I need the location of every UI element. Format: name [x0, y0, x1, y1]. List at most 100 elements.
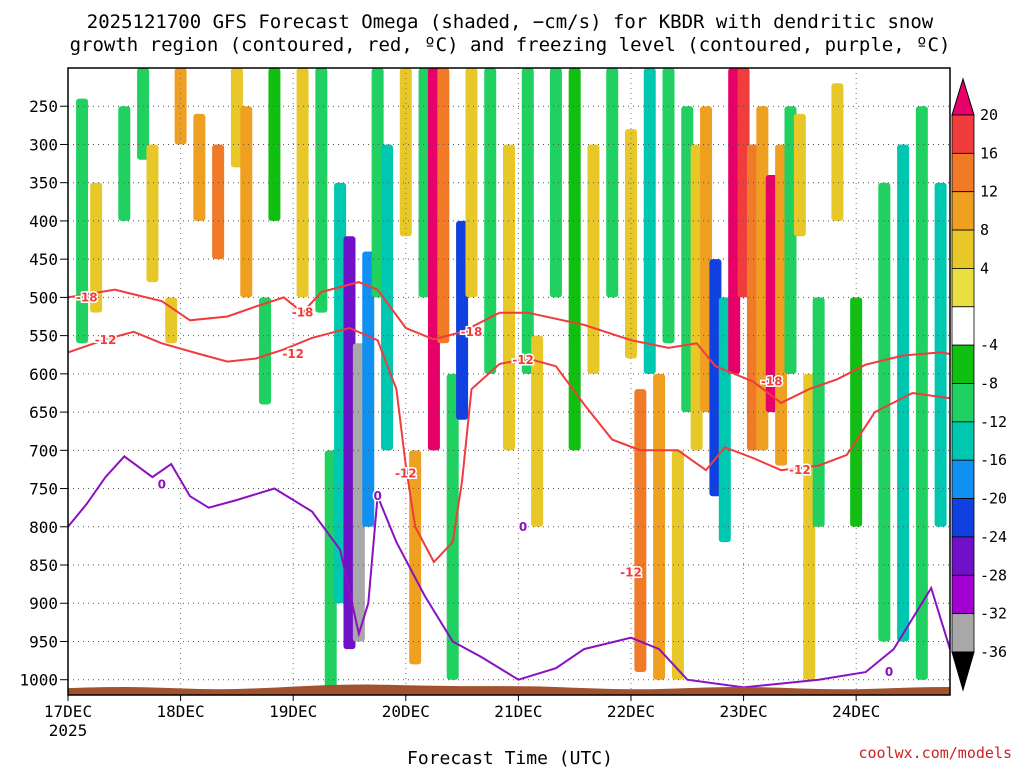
omega-cell — [934, 182, 947, 527]
omega-cell — [296, 68, 309, 298]
contour-label: -12 — [95, 333, 117, 347]
omega-cell — [212, 144, 225, 260]
y-tick-label: 600 — [29, 365, 58, 384]
omega-cell — [915, 106, 928, 680]
omega-cell — [371, 68, 384, 298]
omega-cell — [756, 106, 769, 451]
y-tick-label: 850 — [29, 556, 58, 575]
omega-cell — [446, 373, 459, 680]
y-tick-label: 900 — [29, 594, 58, 613]
omega-cell — [803, 373, 816, 680]
omega-cell — [240, 106, 253, 298]
omega-cell — [259, 297, 272, 405]
omega-cell — [662, 68, 675, 344]
contour-line — [67, 455, 951, 689]
x-tick-label: 23DEC — [719, 702, 767, 721]
colorbar-label: 4 — [980, 259, 989, 277]
omega-cell — [352, 343, 365, 642]
credit-text: coolwx.com/models — [858, 744, 1012, 762]
omega-cell — [831, 83, 844, 221]
colorbar-swatch — [951, 459, 975, 499]
contour-label: -12 — [789, 463, 811, 477]
omega-cell — [531, 335, 544, 527]
chart-title-line2: growth region (contoured, red, ºC) and f… — [70, 34, 951, 56]
omega-cell — [465, 68, 478, 298]
colorbar-label: -28 — [980, 566, 1007, 584]
omega-cell — [193, 113, 206, 221]
omega-cell — [521, 68, 534, 374]
omega-cell — [878, 182, 891, 642]
y-axis-ticks: 250 300 350 400 450 500 550 600 650 700 750 800 850 9… — [19, 97, 68, 690]
omega-cell — [643, 68, 656, 374]
contour-label: -18 — [76, 290, 98, 304]
contour-label: -18 — [761, 375, 783, 389]
x-axis-label: Forecast Time (UTC) — [407, 748, 613, 768]
colorbar-swatch — [951, 383, 975, 423]
omega-cell — [118, 106, 131, 221]
colorbar-label: -36 — [980, 643, 1007, 661]
omega-cell — [90, 182, 103, 313]
contour-label: -12 — [395, 466, 417, 480]
omega-cell — [634, 389, 647, 673]
omega-cell — [315, 68, 328, 313]
omega-cell — [728, 68, 741, 374]
colorbar-swatch — [951, 536, 975, 576]
y-tick-label: 800 — [29, 518, 58, 537]
x-tick-label: 17DEC — [44, 702, 92, 721]
omega-cell — [399, 68, 412, 237]
colorbar-label: -12 — [980, 413, 1007, 431]
omega-cell — [146, 144, 159, 283]
colorbar-label: 20 — [980, 106, 998, 124]
colorbar-top-arrow — [951, 77, 975, 116]
contour-label: -12 — [620, 566, 642, 580]
omega-cell — [343, 236, 356, 650]
y-tick-label: 950 — [29, 632, 58, 651]
colorbar-swatch — [951, 268, 975, 308]
omega-cell — [793, 113, 806, 237]
omega-cell — [362, 251, 375, 527]
colorbar-swatch — [951, 344, 975, 384]
omega-cell — [484, 68, 497, 374]
contour-label: -18 — [292, 306, 314, 320]
omega-cell — [784, 106, 797, 374]
terrain-surface — [68, 684, 950, 695]
contour-line — [67, 281, 951, 405]
contour-label: 0 — [885, 665, 893, 679]
x-tick-label: 18DEC — [157, 702, 205, 721]
contour-label: -12 — [512, 353, 534, 367]
omega-cell — [268, 68, 281, 221]
omega-cell — [174, 68, 187, 145]
omega-cell — [718, 297, 731, 543]
y-tick-label: 700 — [29, 441, 58, 460]
omega-cell — [671, 450, 684, 680]
contour-lines: -18 -18 -18 -18 -12 -12 -12 -12 -12 -12 0 0 0 0 — [67, 281, 951, 689]
contour-label: 0 — [158, 478, 166, 492]
colorbar-label: -20 — [980, 490, 1007, 508]
omega-cell — [765, 175, 778, 413]
x-tick-label: 20DEC — [382, 702, 430, 721]
y-tick-label: 750 — [29, 480, 58, 499]
contour-label: 0 — [373, 489, 381, 503]
contour-line — [67, 326, 951, 564]
colorbar-swatch — [951, 613, 975, 653]
colorbar-label: -32 — [980, 605, 1007, 623]
omega-cell — [606, 68, 619, 298]
omega-cell — [137, 68, 150, 160]
y-tick-label: 350 — [29, 174, 58, 193]
y-tick-label: 400 — [29, 212, 58, 231]
x-tick-label: 22DEC — [607, 702, 655, 721]
colorbar: 20 16 12 8 4 -4 -8 -12 -16 -20 -24 -28 -32 -36 — [951, 77, 1007, 692]
omega-cell — [456, 220, 469, 420]
contour-label: 0 — [519, 520, 527, 534]
colorbar-label: 12 — [980, 183, 998, 201]
omega-cell — [681, 106, 694, 413]
contour-label: -18 — [461, 325, 483, 339]
omega-cell — [409, 450, 422, 665]
omega-cell — [775, 144, 788, 466]
omega-cell — [230, 68, 243, 168]
colorbar-swatch — [951, 574, 975, 615]
omega-cell — [850, 297, 863, 527]
x-tick-label: 21DEC — [494, 702, 542, 721]
